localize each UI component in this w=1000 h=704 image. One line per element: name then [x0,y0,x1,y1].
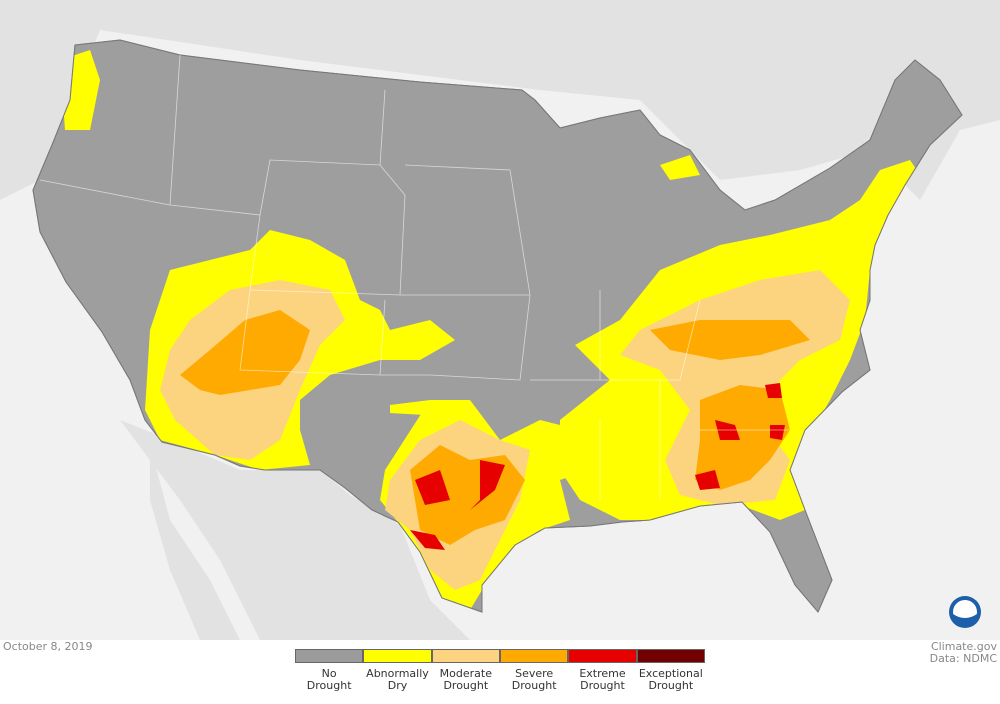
legend-swatch [431,649,500,663]
legend-label: Drought [306,679,352,692]
legend-label: No [321,667,337,680]
legend-swatch [499,649,569,663]
noaa-logo [949,596,981,628]
source-credit: Climate.gov [930,640,997,653]
legend-label: Drought [648,679,694,692]
legend-label: Drought [511,679,557,692]
legend-label: Moderate [439,667,492,680]
legend-label: Drought [443,679,489,692]
legend-item: Severe Drought [499,649,569,692]
legend-swatch [363,649,432,663]
data-credit: Data: NDMC [929,652,997,665]
date: October 8, 2019 [3,640,93,653]
legend-label: Drought [580,679,625,692]
legend-swatch [636,649,705,663]
drought-map [0,0,1000,640]
state-lines [39,54,790,500]
drought-areas [60,50,930,610]
legend-label: Abnormally [366,667,429,680]
legend-item: Extreme Drought [568,649,637,692]
legend-label: Exceptional [638,667,703,680]
legend-swatch [568,649,637,663]
legend-item: Exceptional Drought [636,649,705,692]
mexico [120,420,470,640]
legend-item: Moderate Drought [431,649,500,692]
legend-label: Dry [387,679,408,692]
extreme-drought [410,383,785,550]
legend-item: No Drought [295,649,364,692]
canada [0,0,1000,200]
baja [150,445,240,640]
credits: Climate.gov Data: NDMC [930,641,997,665]
legend-item: Abnormally Dry [363,649,432,692]
legend-swatch [295,649,364,663]
legend-label: Extreme [579,667,626,680]
legend-label: Severe [515,667,554,680]
legend: No Drought Abnormally Dry Moderate Drought Sev… [295,649,705,692]
